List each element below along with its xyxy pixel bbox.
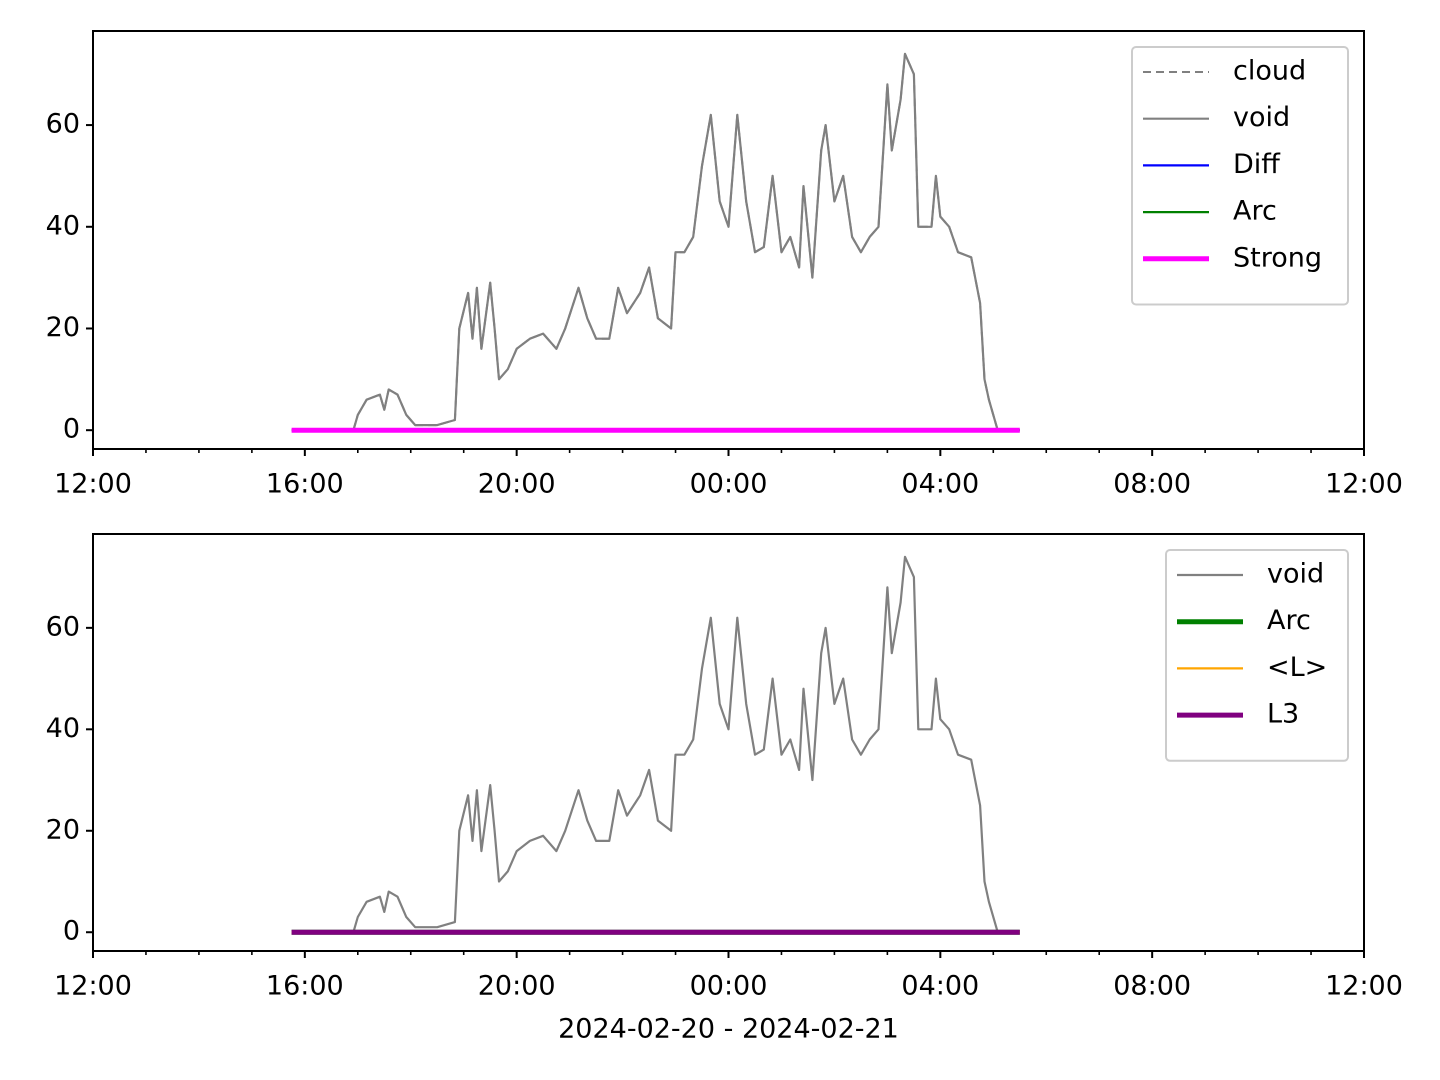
- legend-label: void: [1233, 102, 1290, 133]
- x-tick-label: 08:00: [1113, 469, 1191, 500]
- legend-label: L3: [1267, 699, 1299, 730]
- axes-background: [93, 534, 1364, 951]
- x-tick-label: 00:00: [690, 469, 768, 500]
- x-tick-label: 04:00: [901, 469, 979, 500]
- x-tick-label: 20:00: [478, 469, 556, 500]
- legend-label: Arc: [1233, 196, 1277, 227]
- y-tick-label: 40: [46, 210, 80, 241]
- legend-frame: [1165, 549, 1349, 762]
- legend-label: void: [1267, 559, 1324, 590]
- x-tick-label: 16:00: [266, 971, 344, 1002]
- y-tick-label: 60: [46, 611, 80, 642]
- x-tick-label: 00:00: [690, 971, 768, 1002]
- legend: cloud void Diff Arc Strong: [1131, 46, 1349, 306]
- x-axis-label: 2024-02-20 - 2024-02-21: [558, 1014, 899, 1045]
- y-tick-label: 20: [46, 814, 80, 845]
- legend-label: cloud: [1233, 56, 1306, 87]
- x-tick-label: 12:00: [54, 469, 132, 500]
- y-tick-label: 0: [63, 916, 80, 947]
- legend-label: <L>: [1267, 652, 1327, 683]
- legend-label: Diff: [1233, 149, 1281, 180]
- y-tick-label: 60: [46, 109, 80, 140]
- legend-label: Strong: [1233, 242, 1322, 273]
- series-line: [352, 52, 999, 431]
- y-tick-label: 40: [46, 713, 80, 744]
- series-line: [352, 555, 999, 933]
- x-tick-label: 16:00: [266, 469, 344, 500]
- y-tick-label: 0: [63, 414, 80, 445]
- x-tick-label: 12:00: [1325, 971, 1403, 1002]
- x-tick-label: 12:00: [1325, 469, 1403, 500]
- legend-frame: [1131, 46, 1349, 306]
- legend-label: Arc: [1267, 605, 1311, 636]
- legend: void Arc <L> L3: [1165, 549, 1349, 762]
- x-tick-label: 08:00: [1113, 971, 1191, 1002]
- x-tick-label: 04:00: [901, 971, 979, 1002]
- x-tick-label: 12:00: [54, 971, 132, 1002]
- x-tick-label: 20:00: [478, 971, 556, 1002]
- y-tick-label: 20: [46, 312, 80, 343]
